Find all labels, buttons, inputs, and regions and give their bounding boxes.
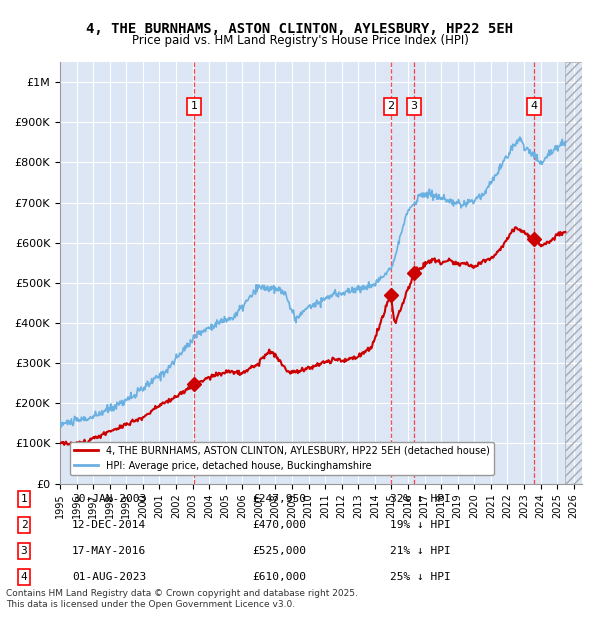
Text: 01-AUG-2023: 01-AUG-2023	[72, 572, 146, 582]
Text: 25% ↓ HPI: 25% ↓ HPI	[390, 572, 451, 582]
Text: £247,950: £247,950	[252, 494, 306, 504]
Text: Contains HM Land Registry data © Crown copyright and database right 2025.: Contains HM Land Registry data © Crown c…	[6, 589, 358, 598]
Text: 21% ↓ HPI: 21% ↓ HPI	[390, 546, 451, 556]
Text: Price paid vs. HM Land Registry's House Price Index (HPI): Price paid vs. HM Land Registry's House …	[131, 34, 469, 47]
Text: 3: 3	[20, 546, 28, 556]
Text: 4, THE BURNHAMS, ASTON CLINTON, AYLESBURY, HP22 5EH: 4, THE BURNHAMS, ASTON CLINTON, AYLESBUR…	[86, 22, 514, 36]
Text: £610,000: £610,000	[252, 572, 306, 582]
Text: £470,000: £470,000	[252, 520, 306, 530]
Text: 2: 2	[20, 520, 28, 530]
Text: £525,000: £525,000	[252, 546, 306, 556]
Text: 12-DEC-2014: 12-DEC-2014	[72, 520, 146, 530]
Text: 19% ↓ HPI: 19% ↓ HPI	[390, 520, 451, 530]
Text: 32% ↓ HPI: 32% ↓ HPI	[390, 494, 451, 504]
Text: This data is licensed under the Open Government Licence v3.0.: This data is licensed under the Open Gov…	[6, 600, 295, 609]
Text: 1: 1	[20, 494, 28, 504]
Text: 30-JAN-2003: 30-JAN-2003	[72, 494, 146, 504]
Text: 3: 3	[410, 101, 418, 111]
Text: 4: 4	[20, 572, 28, 582]
Text: 4: 4	[530, 101, 537, 111]
Text: 17-MAY-2016: 17-MAY-2016	[72, 546, 146, 556]
Text: 2: 2	[387, 101, 394, 111]
Text: 1: 1	[190, 101, 197, 111]
Legend: 4, THE BURNHAMS, ASTON CLINTON, AYLESBURY, HP22 5EH (detached house), HPI: Avera: 4, THE BURNHAMS, ASTON CLINTON, AYLESBUR…	[70, 442, 494, 474]
